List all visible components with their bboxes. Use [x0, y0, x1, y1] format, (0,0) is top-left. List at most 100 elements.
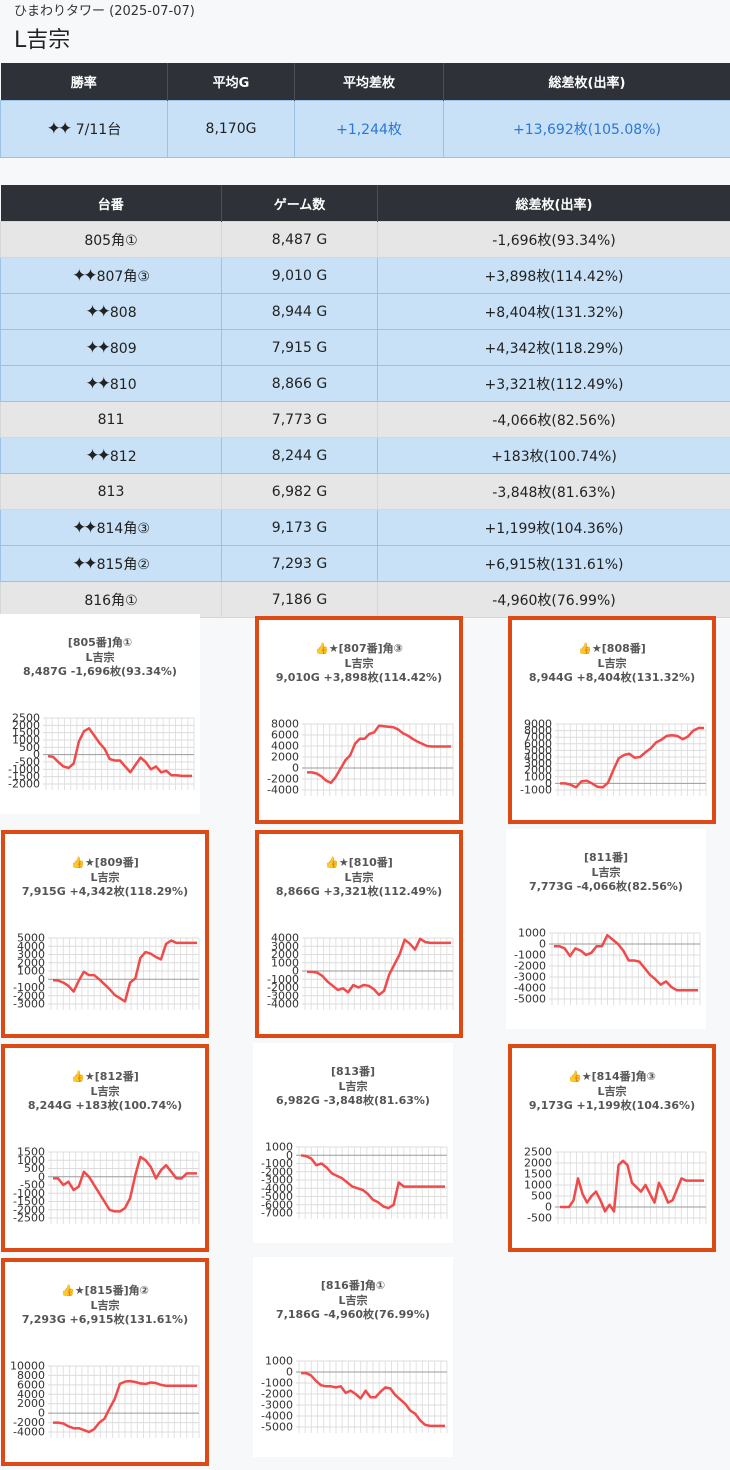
machine-no: 810	[109, 376, 137, 393]
chart-title: 👍★[807番]角③	[315, 642, 403, 655]
table-row: ✦✦ 810 8,866 G +3,321枚(112.49%)	[0, 365, 730, 402]
chart-summary: 6,982G -3,848枚(81.63%)	[276, 1094, 430, 1107]
diff-cell: +3,898枚(114.42%)	[377, 257, 730, 294]
y-tick-label: -1500	[8, 770, 40, 783]
diff-cell: +6,915枚(131.61%)	[377, 545, 730, 582]
win-rate-cell: ✦✦ 7/11台	[0, 100, 168, 158]
y-tick-label: -1500	[13, 1195, 45, 1208]
sparkle-icon: ✦✦	[72, 517, 97, 538]
chart-title: 👍★[812番]	[71, 1070, 139, 1083]
line-chart: 10000-1000-2000-3000-4000-5000	[261, 1355, 448, 1434]
series-line	[554, 933, 698, 992]
table-row: ✦✦ 808 8,944 G +8,404枚(131.32%)	[0, 293, 730, 330]
machine-no: 807角③	[96, 268, 150, 285]
y-tick-label: 1000	[265, 1141, 293, 1154]
win-rate-value: 7/11台	[75, 122, 122, 138]
games-cell: 7,186 G	[221, 581, 378, 618]
y-tick-label: -4000	[261, 1182, 293, 1195]
games-cell: 8,866 G	[221, 365, 378, 402]
y-tick-label: 8000	[524, 724, 552, 737]
y-tick-label: -5000	[261, 1190, 293, 1203]
games-cell: 8,244 G	[221, 437, 378, 474]
header-games: ゲーム数	[221, 185, 378, 222]
header-total-diff: 総差枚(出率)	[443, 63, 730, 101]
chart-summary: 8,487G -1,696枚(93.34%)	[23, 665, 177, 678]
sparkle-icon: ✦✦	[72, 553, 97, 574]
machine-no-cell: ✦✦ 807角③	[0, 257, 222, 294]
table-row: ✦✦ 814角③ 9,173 G +1,199枚(104.36%)	[0, 509, 730, 546]
y-tick-label: -4000	[13, 1426, 45, 1439]
table-row: ✦✦ 812 8,244 G +183枚(100.74%)	[0, 437, 730, 474]
y-tick-label: 1000	[518, 927, 546, 940]
diff-cell: +4,342枚(118.29%)	[377, 329, 730, 366]
y-tick-label: -3000	[267, 989, 299, 1002]
machine-no-cell: 805角①	[0, 221, 222, 258]
chart-panel: [805番]角① L吉宗 8,487G -1,696枚(93.34%) 2500 200…	[0, 614, 200, 814]
table-row: 811 7,773 G -4,066枚(82.56%)	[0, 401, 730, 438]
machine-no-cell: ✦✦ 810	[0, 365, 222, 402]
chart-subtitle: L吉宗	[85, 650, 115, 664]
y-tick-label: 0	[38, 1170, 45, 1183]
chart-caption: [805番]角① L吉宗 8,487G -1,696枚(93.34%)	[0, 636, 200, 680]
chart-title: 👍★[810番]	[325, 856, 393, 869]
y-tick-label: -2000	[13, 1416, 45, 1429]
chart-subtitle: L吉宗	[344, 870, 374, 884]
chart-summary: 7,915G +4,342枚(118.29%)	[21, 885, 189, 898]
y-tick-label: 1000	[524, 770, 552, 783]
y-tick-label: -5000	[514, 993, 546, 1006]
chart-subtitle: L吉宗	[90, 870, 120, 884]
diff-cell: +8,404枚(131.32%)	[377, 293, 730, 330]
y-tick-label: 6000	[524, 737, 552, 750]
y-tick-label: -1000	[520, 784, 552, 797]
y-tick-label: 0	[292, 762, 299, 775]
y-tick-label: 8000	[271, 718, 299, 731]
machine-no-cell: ✦✦ 814角③	[0, 509, 222, 546]
chart-title: [816番]角①	[320, 1279, 386, 1292]
y-tick-label: -2000	[267, 981, 299, 994]
machine-no-cell: ✦✦ 815角②	[0, 545, 222, 582]
series-line	[53, 1155, 197, 1213]
chart-subtitle: L吉宗	[338, 1079, 368, 1093]
y-tick-label: -6000	[261, 1198, 293, 1211]
machine-no-cell: 813	[0, 473, 222, 510]
y-tick-label: 2000	[12, 719, 40, 732]
games-cell: 6,982 G	[221, 473, 378, 510]
y-tick-label: 0	[33, 748, 40, 761]
chart-caption: 👍★[807番]角③ L吉宗 9,010G +3,898枚(114.42%)	[259, 642, 459, 686]
y-tick-label: 7000	[524, 731, 552, 744]
diff-cell: -4,066枚(82.56%)	[377, 401, 730, 438]
y-tick-label: 4000	[17, 1388, 45, 1401]
chart-caption: 👍★[815番]角② L吉宗 7,293G +6,915枚(131.61%)	[5, 1284, 205, 1328]
series-line	[307, 937, 451, 997]
y-tick-label: 500	[24, 1162, 45, 1175]
games-cell: 8,487 G	[221, 221, 378, 258]
y-tick-label: -3000	[261, 1174, 293, 1187]
y-tick-label: -1000	[13, 981, 45, 994]
y-tick-label: 1000	[17, 965, 45, 978]
y-tick-label: -1000	[267, 973, 299, 986]
y-tick-label: 2500	[524, 1146, 552, 1159]
y-tick-label: 1000	[271, 956, 299, 969]
y-tick-label: 0	[545, 777, 552, 790]
machine-no-cell: ✦✦ 812	[0, 437, 222, 474]
header-avg-games: 平均G	[167, 63, 295, 101]
avg-games-value: 8,170G	[167, 100, 295, 158]
games-cell: 7,293 G	[221, 545, 378, 582]
y-tick-label: -2500	[13, 1212, 45, 1225]
chart-caption: 👍★[814番]角③ L吉宗 9,173G +1,199枚(104.36%)	[512, 1070, 712, 1114]
y-tick-label: 0	[292, 965, 299, 978]
y-tick-label: 1500	[12, 726, 40, 739]
diff-cell: +3,321枚(112.49%)	[377, 365, 730, 402]
chart-summary: 8,944G +8,404枚(131.32%)	[528, 671, 696, 684]
series-line	[300, 1154, 445, 1210]
y-tick-label: 1000	[17, 1154, 45, 1167]
chart-summary: 9,010G +3,898枚(114.42%)	[275, 671, 443, 684]
y-tick-label: -4000	[514, 982, 546, 995]
y-tick-label: 2000	[17, 1397, 45, 1410]
chart-subtitle: L吉宗	[90, 1084, 120, 1098]
chart-caption: [816番]角① L吉宗 7,186G -4,960枚(76.99%)	[253, 1279, 453, 1323]
y-tick-label: 2000	[524, 1157, 552, 1170]
